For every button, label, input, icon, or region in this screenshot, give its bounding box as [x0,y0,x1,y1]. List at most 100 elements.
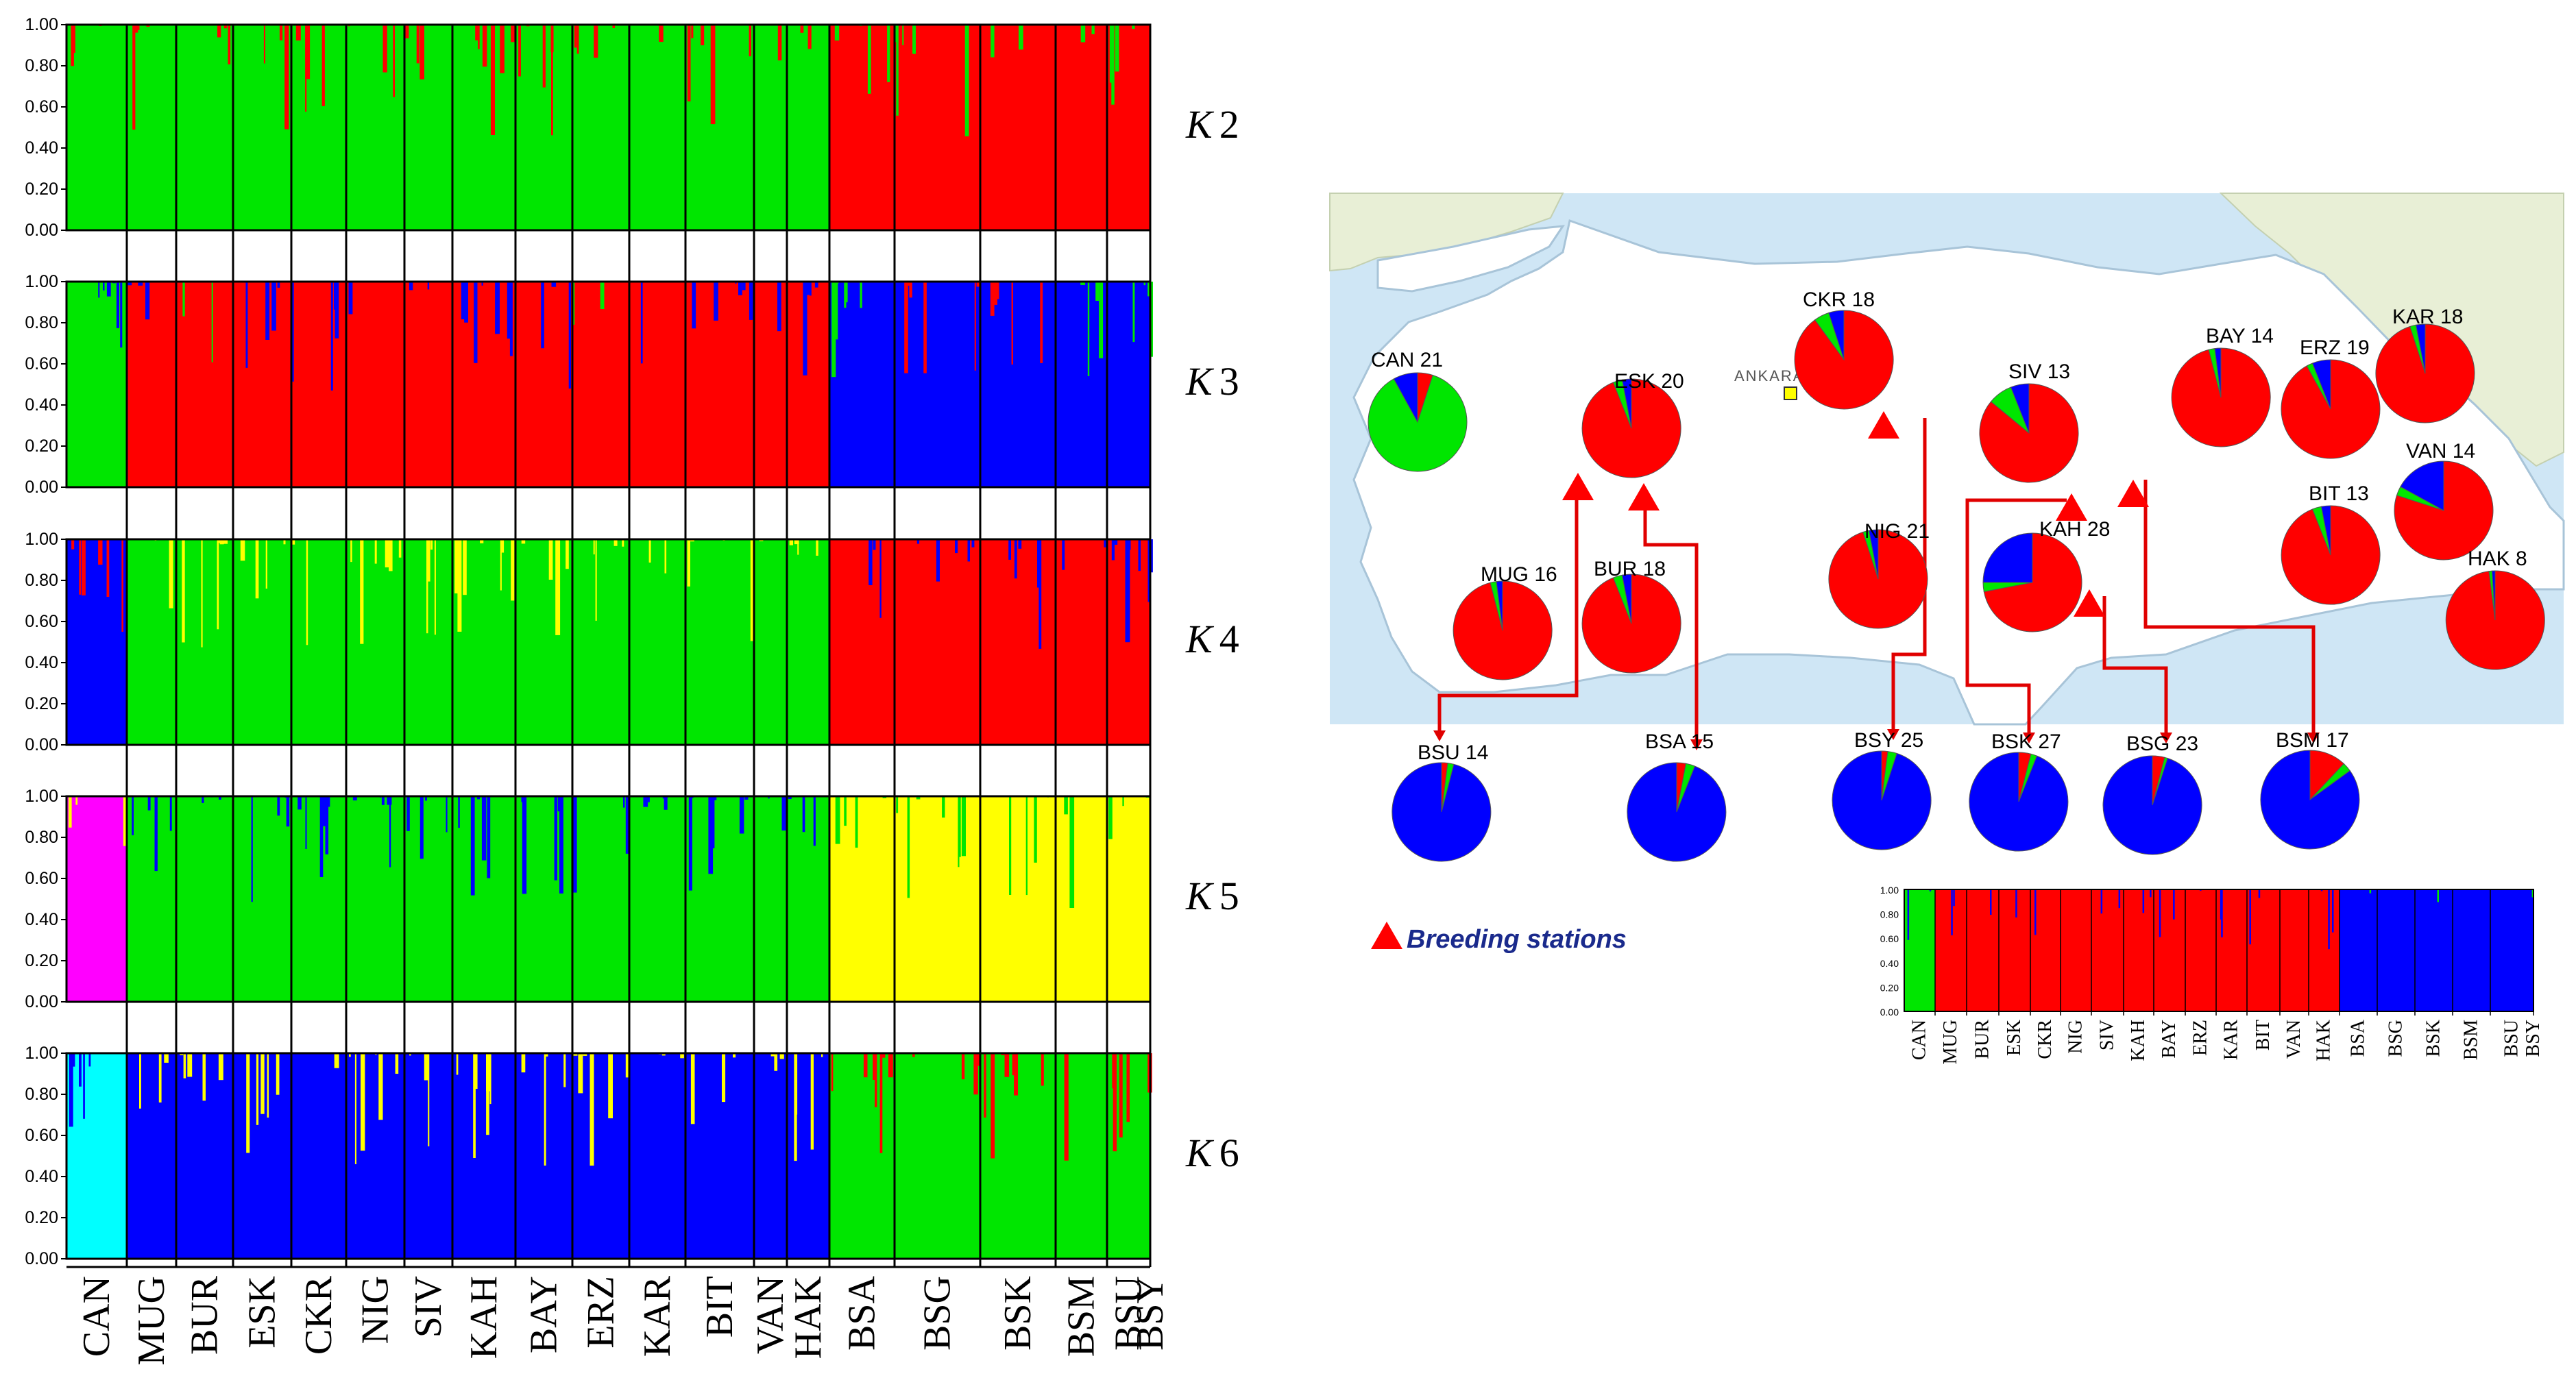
admixture-sliver [387,796,392,805]
admixture-sliver [1019,25,1023,50]
breeding-station-triangle [1628,483,1660,510]
admixture-sliver [595,539,597,621]
admixture-sliver [511,539,515,601]
bar-nig-k2 [346,25,404,230]
admixture-sliver [896,796,899,813]
admixture-sliver [1034,796,1037,863]
bar-erz-k4 [572,539,629,745]
admixture-sliver [154,796,158,872]
admixture-sliver [297,796,302,810]
admixture-sliver [794,539,799,545]
ankara-marker [1784,386,1797,400]
admixture-sliver [661,1053,666,1056]
admixture-sliver [1064,796,1068,815]
ytick-label: 0.80 [25,313,58,332]
inset-xlabel-erz: ERZ [2190,1020,2211,1056]
bar-bsg-k3 [895,282,980,487]
pie-siv: SIV 13 [1979,360,2079,483]
admixture-sliver [182,539,185,643]
admixture-sliver [263,25,265,64]
admixture-sliver [79,1053,82,1087]
admixture-sliver [127,282,132,286]
admixture-sliver [256,1053,259,1125]
bar-bsk-k2 [980,25,1056,230]
pie-label: HAK 8 [2468,547,2527,570]
admixture-sliver [563,1053,566,1087]
pie-slice-blue [1393,372,1418,423]
admixture-sliver [139,1053,141,1109]
admixture-sliver [572,796,577,893]
inset-admixture-sliver [2320,889,2323,891]
xlabel-mug: MUG [130,1276,173,1366]
pie-label: BIT 13 [2309,482,2369,505]
admixture-sliver [958,796,961,857]
admixture-sliver [218,539,222,543]
bar-kah-k6 [452,1053,515,1259]
admixture-sliver [750,539,755,641]
admixture-sliver [223,539,228,544]
admixture-sliver [284,25,289,130]
admixture-sliver [713,796,717,800]
inset-xlabel-esk: ESK [2004,1020,2025,1056]
admixture-sliver [420,25,424,79]
inset-bar-bsg [2377,889,2415,1011]
ytick-label: 0.80 [25,571,58,590]
admixture-sliver [286,796,290,827]
admixture-sliver [879,1053,883,1153]
admixture-sliver [116,282,119,328]
inset-ytick-label: 0.80 [1880,909,1899,920]
bar-bsm-k2 [1056,25,1107,230]
bar-can-k2 [66,25,127,230]
admixture-sliver [568,282,571,389]
bar-nig-k4 [346,539,404,745]
bar-ckr-k5 [291,796,346,1002]
pie-label: KAR 18 [2392,306,2463,328]
admixture-sliver [1012,1053,1016,1076]
admixture-sliver [322,796,328,826]
bar-van-k6 [754,1053,787,1259]
admixture-sliver [385,539,389,567]
ytick-label: 0.80 [25,828,58,847]
admixture-sliver [245,282,248,368]
admixture-sliver [1062,539,1065,570]
admixture-sliver [742,282,746,291]
admixture-sliver [916,796,921,800]
inset-bar-hak [2309,889,2340,1011]
admixture-sliver [381,796,385,805]
admixture-sliver [255,539,259,599]
admixture-sliver [420,796,424,859]
admixture-sliver [1113,539,1118,545]
inset-bar-bay [2154,889,2185,1011]
pie-label: BSM 17 [2276,729,2349,752]
admixture-sliver [352,796,357,801]
admixture-sliver [797,539,799,555]
admixture-sliver [541,282,544,349]
admixture-sliver [622,539,624,547]
bar-esk-k2 [233,25,291,230]
pie-slice-blue [2260,750,2360,850]
bar-erz-k5 [572,796,629,1002]
pie-slice-blue [1496,580,1503,631]
admixture-sliver [473,1053,476,1158]
ankara-label: ANKARA [1734,367,1804,384]
inset-admixture-sliver [1929,889,1932,891]
admixture-sliver [490,25,495,135]
admixture-sliver [777,282,781,332]
admixture-sliver [486,1053,489,1135]
pie-bsy: BSY 25 [1832,729,1932,850]
arrow-head [2307,733,2320,743]
admixture-sliver [202,1053,206,1101]
pie-bit: BIT 13 [2281,482,2381,605]
admixture-sliver [201,539,203,648]
admixture-sliver [573,1053,578,1056]
admixture-sliver [1115,25,1119,72]
inset-admixture-sliver [2328,889,2330,950]
admixture-sliver [733,1053,736,1058]
legend: Breeding stations [1371,922,1627,954]
legend-label: Breeding stations [1407,925,1627,954]
admixture-sliver [958,796,960,868]
admixture-sliver [1113,1053,1117,1152]
inset-admixture-sliver [2220,889,2222,920]
